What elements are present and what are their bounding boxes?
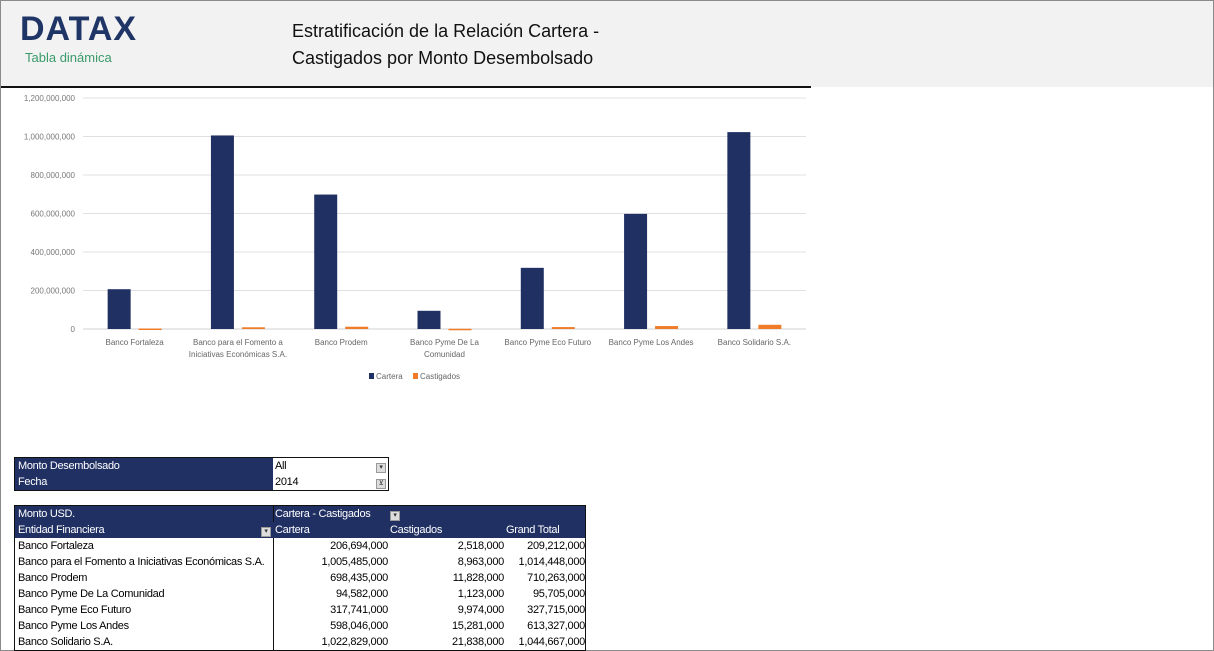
y-tick-label: 600,000,000 [31,210,76,219]
x-tick-label: Banco Solidario S.A. [718,338,791,347]
bar-cartera[interactable] [314,194,338,329]
grand-total-cell: 95,705,000 [532,588,585,600]
castigados-cell: 21,838,000 [451,636,504,648]
grand-total-cell: 710,263,000 [527,572,585,584]
dropdown-icon[interactable]: ▾ [376,460,386,476]
grand-total-cell: 613,327,000 [527,620,585,632]
bar-cartera[interactable] [520,267,544,329]
legend-label[interactable]: Cartera [376,372,403,381]
bar-castigados[interactable] [655,326,679,329]
cartera-cell: 94,582,000 [273,586,388,602]
column-header-cartera: Cartera [275,524,310,536]
entity-cell: Banco para el Fomento a Iniciativas Econ… [18,556,265,568]
legend-label[interactable]: Castigados [420,372,460,381]
castigados-cell: 1,123,000 [457,588,505,600]
datax-logo: DATAX [20,10,138,48]
bar-cartera[interactable] [210,135,234,329]
entity-cell: Banco Pyme Eco Futuro [18,604,131,616]
bar-cartera[interactable] [624,213,648,329]
legend-swatch [369,373,374,379]
filter-value[interactable]: All [275,460,287,472]
bar-cartera[interactable] [417,310,441,329]
entity-cell: Banco Pyme Los Andes [18,620,129,632]
y-tick-label: 400,000,000 [31,248,76,257]
column-field-dropdown-icon[interactable]: ▾ [390,508,400,524]
table-row: Banco Prodem 698,435,000 11,828,000 710,263… [15,570,585,586]
x-tick-label: Banco para el Fomento a [193,338,283,347]
x-tick-label: Banco Pyme De La [410,338,479,347]
cartera-cell: 1,022,829,000 [273,634,388,650]
bar-castigados[interactable] [758,324,782,329]
grand-total-cell: 209,212,000 [527,540,585,552]
filter-table: Monto Desembolsado All ▾ Fecha 2014 ⊻ [14,457,389,491]
cartera-cell: 206,694,000 [273,538,388,554]
bar-chart: 0 200,000,000 400,000,000 600,000,000 800,00… [24,94,806,381]
table-row: Banco Pyme De La Comunidad 94,582,000 1,12… [15,586,585,602]
entity-cell: Banco Solidario S.A. [18,636,113,648]
header: DATAX Tabla dinámica Estratificación de … [1,1,1213,87]
table-row: Banco Pyme Los Andes 598,046,000 15,281,00… [15,618,585,634]
page-title: Estratificación de la Relación Cartera -… [292,18,599,72]
x-tick-label: Comunidad [424,350,465,359]
grand-total-cell: 1,014,448,000 [518,556,586,568]
castigados-cell: 15,281,000 [451,620,504,632]
column-header-grand-total: Grand Total [506,524,560,536]
pivot-columns-row: Entidad Financiera ▾ Cartera Castigados Gran… [15,522,585,538]
y-tick-label: 1,000,000,000 [24,133,76,142]
row-field-label: Entidad Financiera [18,524,105,536]
grand-total-cell: 327,715,000 [527,604,585,616]
x-tick-label: Banco Pyme Eco Futuro [504,338,591,347]
filter-row: Monto Desembolsado All ▾ [15,458,388,474]
bar-castigados[interactable] [138,328,162,331]
entity-cell: Banco Pyme De La Comunidad [18,588,165,600]
column-header-castigados: Castigados [390,524,443,536]
filter-value[interactable]: 2014 [275,476,299,488]
bar-castigados[interactable] [345,326,369,329]
x-tick-label: Banco Pyme Los Andes [609,338,694,347]
table-row: Banco Solidario S.A. 1,022,829,000 21,838,… [15,634,585,650]
filter-label: Monto Desembolsado [15,458,273,474]
cartera-cell: 598,046,000 [273,618,388,634]
filter-row: Fecha 2014 ⊻ [15,474,388,490]
filter-icon[interactable]: ⊻ [376,476,386,492]
castigados-cell: 9,974,000 [457,604,505,616]
cartera-cell: 698,435,000 [273,570,388,586]
legend-swatch [413,373,418,379]
y-tick-label: 800,000,000 [31,171,76,180]
y-tick-label: 1,200,000,000 [24,94,76,103]
y-tick-label: 0 [71,325,76,334]
y-tick-label: 200,000,000 [31,287,76,296]
bar-cartera[interactable] [727,132,751,329]
bar-castigados[interactable] [448,328,472,331]
cartera-cell: 317,741,000 [273,602,388,618]
castigados-cell: 2,518,000 [457,540,505,552]
bar-castigados[interactable] [241,327,265,329]
row-field-dropdown-icon[interactable]: ▾ [261,524,271,540]
x-tick-label: Iniciativas Económicas S.A. [189,350,287,359]
table-row: Banco para el Fomento a Iniciativas Econ… [15,554,585,570]
entity-cell: Banco Fortaleza [18,540,94,552]
column-field-label: Cartera - Castigados [275,508,371,520]
value-label: Monto USD. [18,508,75,520]
pivot-table: Monto USD. Cartera - Castigados ▾ Entidad … [14,505,586,651]
entity-cell: Banco Prodem [18,572,88,584]
filter-label: Fecha [15,474,273,490]
castigados-cell: 11,828,000 [452,572,505,584]
title-line-2: Castigados por Monto Desembolsado [292,48,594,68]
x-tick-label: Banco Fortaleza [106,338,165,347]
table-row: Banco Fortaleza 206,694,000 2,518,000 209,2… [15,538,585,554]
castigados-cell: 8,963,000 [457,556,505,568]
title-line-1: Estratificación de la Relación Cartera - [292,21,600,41]
pivot-header-row: Monto USD. Cartera - Castigados ▾ [15,506,585,522]
header-divider [1,86,811,88]
x-tick-label: Banco Prodem [315,338,368,347]
cartera-cell: 1,005,485,000 [273,554,388,570]
bar-cartera[interactable] [107,289,131,329]
grand-total-cell: 1,044,667,000 [518,636,586,648]
subtitle: Tabla dinámica [25,50,112,65]
table-row: Banco Pyme Eco Futuro 317,741,000 9,974,00… [15,602,585,618]
bar-castigados[interactable] [551,327,575,329]
